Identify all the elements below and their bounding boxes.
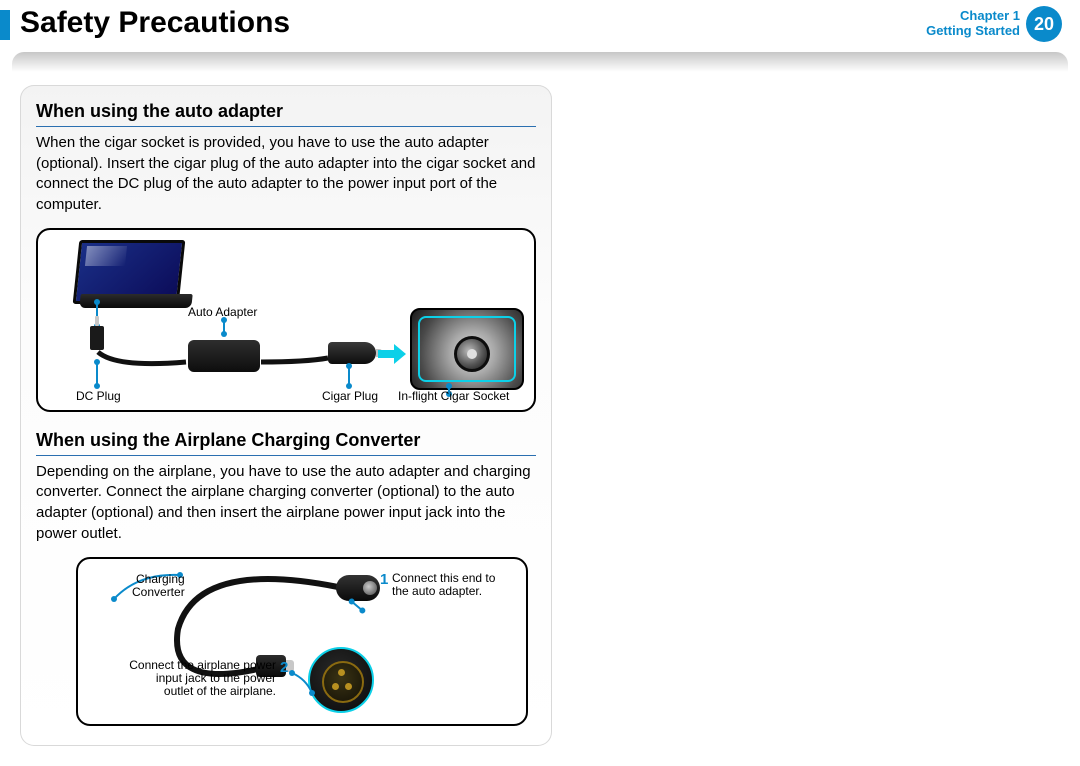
figure-airplane-converter: 1 Connect this end to the auto adapter. … <box>76 557 528 726</box>
header-accent-bar <box>0 10 10 40</box>
converter-socket-icon <box>336 575 380 601</box>
label-step2: Connect the airplane power input jack to… <box>112 659 276 699</box>
section-heading-auto-adapter: When using the auto adapter <box>36 101 536 127</box>
label-dc-plug: DC Plug <box>76 390 121 403</box>
label-step2-l1: Connect the airplane power <box>112 659 276 672</box>
leader-line <box>288 669 318 704</box>
chapter-block: Chapter 1 Getting Started 20 <box>926 6 1062 42</box>
chapter-text: Chapter 1 Getting Started <box>926 9 1020 39</box>
label-step1: Connect this end to the auto adapter. <box>392 572 495 598</box>
section-body-airplane-converter: Depending on the airplane, you have to u… <box>36 462 536 545</box>
figure-auto-adapter: Auto Adapter DC Plug Cigar Plug In-fligh… <box>36 228 536 412</box>
label-charging-converter: Charging Converter <box>132 573 185 599</box>
cigar-plug-icon <box>328 342 376 364</box>
dc-plug-icon <box>90 326 104 350</box>
label-converter-l1: Charging <box>132 573 185 586</box>
header-shadow <box>12 52 1068 72</box>
cigar-socket-icon <box>410 308 524 390</box>
page-header: Safety Precautions Chapter 1 Getting Sta… <box>0 0 1080 48</box>
section-body-auto-adapter: When the cigar socket is provided, you h… <box>36 133 536 216</box>
label-cigar-socket: In-flight Cigar Socket <box>398 390 509 403</box>
content-panel: When using the auto adapter When the cig… <box>20 85 552 746</box>
section-heading-airplane-converter: When using the Airplane Charging Convert… <box>36 430 536 456</box>
label-step2-l3: outlet of the airplane. <box>112 685 276 698</box>
label-auto-adapter: Auto Adapter <box>188 306 257 319</box>
label-step1-l2: the auto adapter. <box>392 585 495 598</box>
page-title: Safety Precautions <box>20 6 290 40</box>
power-brick-icon <box>188 340 260 372</box>
label-step1-l1: Connect this end to <box>392 572 495 585</box>
leader-line <box>348 366 350 386</box>
label-step2-l2: input jack to the power <box>112 672 276 685</box>
label-converter-l2: Converter <box>132 586 185 599</box>
label-cigar-plug: Cigar Plug <box>322 390 378 403</box>
leader-line <box>223 320 225 334</box>
laptop-icon <box>76 240 186 304</box>
arrow-icon <box>378 350 394 358</box>
page-number-badge: 20 <box>1026 6 1062 42</box>
chapter-line2: Getting Started <box>926 24 1020 39</box>
step-badge-1: 1 <box>380 571 388 588</box>
chapter-line1: Chapter 1 <box>926 9 1020 24</box>
leader-line <box>96 362 98 386</box>
